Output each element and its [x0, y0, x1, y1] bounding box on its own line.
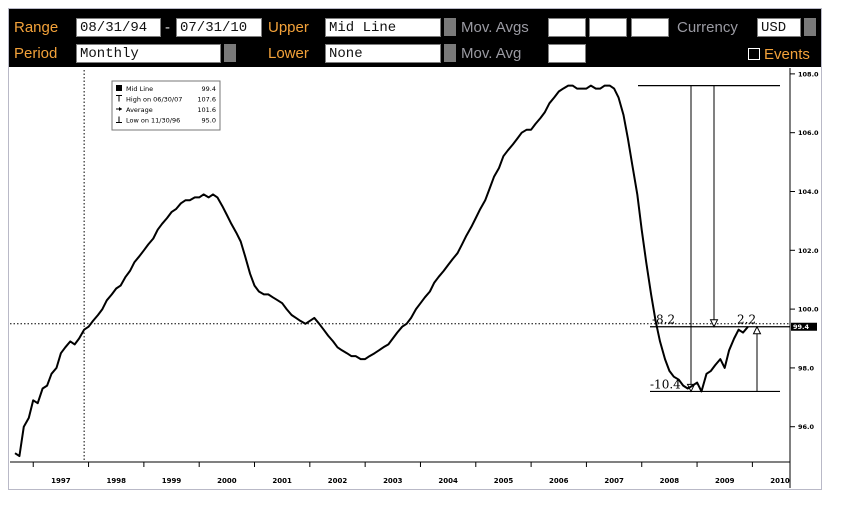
legend-box — [111, 80, 221, 131]
legend-value: 99.4 — [202, 85, 216, 93]
legend-label: Low on 11/30/96 — [126, 117, 180, 125]
events-button[interactable]: Events — [746, 46, 814, 64]
currency-label: Currency — [677, 19, 738, 36]
mov-avg-label: Mov. Avg — [461, 45, 522, 62]
range-separator: - — [165, 19, 170, 36]
x-tick-label: 2002 — [328, 477, 348, 485]
mov-avgs-label: Mov. Avgs — [461, 19, 529, 36]
x-tick-label: 2003 — [383, 477, 403, 485]
mov-avgs-field-2[interactable] — [589, 18, 627, 37]
x-tick-label: 2005 — [494, 477, 514, 485]
x-tick-label: 2009 — [715, 477, 735, 485]
events-label: Events — [764, 46, 810, 63]
x-tick-label: 2008 — [660, 477, 680, 485]
annotation-label: 2.2 — [737, 313, 756, 327]
annotation-label: -10.4 — [650, 377, 681, 391]
currency-dropdown-button[interactable] — [804, 18, 816, 36]
legend-value: 101.6 — [197, 106, 216, 114]
checkbox-icon — [748, 48, 760, 60]
range-label: Range — [14, 19, 59, 36]
y-axis: 96.0 98.0 100.0 102.0 104.0 106.0 108.0 — [789, 68, 819, 488]
period-label: Period — [14, 45, 58, 62]
x-tick-label: 1999 — [162, 477, 182, 485]
x-tick-label: 2001 — [272, 477, 292, 485]
legend-value: 107.6 — [197, 96, 216, 104]
x-tick-label: 1998 — [106, 477, 126, 485]
y-tick-label: 96.0 — [798, 423, 815, 431]
y-tick-label: 102.0 — [798, 247, 819, 255]
y-tick-label: 106.0 — [798, 129, 819, 137]
series-layer: 99.4 — [14, 84, 817, 458]
y-tick-label: 104.0 — [798, 188, 819, 196]
series-line — [14, 84, 749, 458]
mov-avg-field[interactable] — [548, 44, 586, 63]
y-tick-label: 108.0 — [798, 70, 819, 78]
upper-label: Upper — [268, 19, 309, 36]
legend-label: High on 06/30/07 — [126, 96, 182, 104]
x-tick-label: 1997 — [51, 477, 71, 485]
x-axis: 1997 1998 1999 2000 2001 2002 2003 2004 2005 2006… — [10, 461, 790, 485]
square-icon — [116, 85, 122, 91]
mov-avgs-field-1[interactable] — [548, 18, 586, 37]
legend-label: Average — [126, 106, 153, 114]
range-start-field[interactable]: 08/31/94 — [76, 18, 161, 37]
period-dropdown-button[interactable] — [224, 44, 236, 62]
legend: Mid Line 99.4 High on 06/30/07 107.6 Average… — [111, 80, 221, 131]
range-end-field[interactable]: 07/31/10 — [176, 18, 262, 37]
drawdown-current-arrow-head — [709, 319, 719, 328]
x-tick-label: 2010 — [770, 477, 790, 485]
upper-dropdown-button[interactable] — [444, 18, 456, 36]
average-marker-icon-head — [119, 107, 122, 111]
period-field[interactable]: Monthly — [76, 44, 221, 63]
y-tick-label: 98.0 — [798, 364, 815, 372]
annotations: -8.2 -10.4 2.2 — [10, 70, 790, 462]
recovery-arrow-head — [752, 325, 762, 335]
annotation-label: -8.2 — [652, 313, 675, 327]
lower-dropdown-button[interactable] — [444, 44, 456, 62]
upper-field[interactable]: Mid Line — [325, 18, 441, 37]
y-tick-label: 100.0 — [798, 306, 819, 314]
x-tick-label: 2007 — [604, 477, 624, 485]
lower-label: Lower — [268, 45, 309, 62]
x-tick-label: 2000 — [217, 477, 237, 485]
x-tick-label: 2004 — [438, 477, 458, 485]
lower-field[interactable]: None — [325, 44, 441, 63]
legend-value: 95.0 — [202, 117, 216, 125]
mov-avgs-field-3[interactable] — [631, 18, 669, 37]
legend-label: Mid Line — [126, 85, 153, 93]
last-value-tag — [791, 322, 817, 331]
toolbar: Range 08/31/94 - 07/31/10 Upper Mid Line… — [9, 9, 821, 67]
last-value-label: 99.4 — [793, 323, 810, 331]
currency-field[interactable]: USD — [757, 18, 801, 37]
x-tick-label: 2006 — [549, 477, 569, 485]
